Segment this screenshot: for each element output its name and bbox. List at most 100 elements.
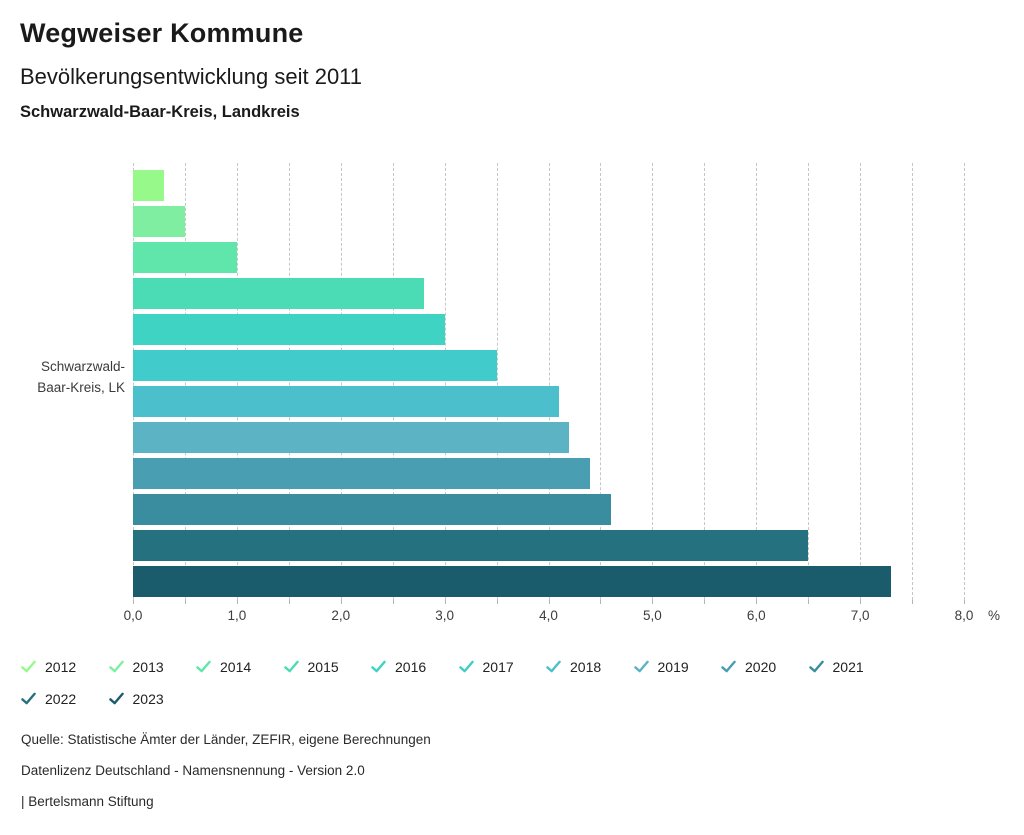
gridline xyxy=(236,163,238,600)
license-note: Datenlizenz Deutschland - Namensnennung … xyxy=(21,763,365,778)
x-axis-tick xyxy=(444,600,446,604)
bar-2023[interactable] xyxy=(133,566,892,597)
legend-item-2020[interactable]: 2020 xyxy=(721,657,809,676)
y-axis-category-label: Schwarzwald- Baar-Kreis, LK xyxy=(37,359,125,395)
legend: 2012 2013 2014 2015 2016 2017 2018 2019 2020 2021… xyxy=(21,657,907,708)
gridline xyxy=(392,163,394,600)
check-icon xyxy=(21,692,36,705)
x-axis-tick-label: 3,0 xyxy=(435,608,455,623)
x-axis-tick xyxy=(340,600,342,604)
check-icon xyxy=(196,660,211,673)
gridline xyxy=(288,163,290,600)
legend-year-label: 2021 xyxy=(832,658,864,675)
bar-2016[interactable] xyxy=(133,314,445,345)
gridline xyxy=(808,163,810,600)
gridline xyxy=(600,163,602,600)
x-axis: % 0,0 1,0 2,0 3,0 4,0 5,0 6,0 7,0 8,0 xyxy=(124,600,1000,630)
x-axis-tick-label: 4,0 xyxy=(539,608,558,623)
x-axis-tick xyxy=(600,600,602,604)
bar-2021[interactable] xyxy=(133,494,611,525)
check-icon xyxy=(721,660,736,673)
x-axis-tick-label: 0,0 xyxy=(123,608,143,623)
check-icon xyxy=(458,660,474,673)
x-axis-tick xyxy=(860,600,862,604)
x-axis-tick xyxy=(288,600,290,604)
gridline xyxy=(496,163,498,600)
source-note: Quelle: Statistische Ämter der Länder, Z… xyxy=(21,732,431,747)
check-icon xyxy=(21,660,36,673)
legend-year-label: 2023 xyxy=(132,690,164,707)
x-axis-tick xyxy=(184,600,186,604)
x-axis-tick-label: 6,0 xyxy=(746,608,766,623)
x-axis-tick xyxy=(912,600,914,604)
legend-item-2018[interactable]: 2018 xyxy=(546,657,634,676)
legend-year-label: 2016 xyxy=(395,658,427,675)
legend-item-2013[interactable]: 2013 xyxy=(108,657,197,676)
check-icon xyxy=(108,692,124,705)
legend-item-2014[interactable]: 2014 xyxy=(196,657,284,676)
gridline xyxy=(912,163,914,600)
legend-item-2017[interactable]: 2017 xyxy=(458,657,547,676)
legend-item-2023[interactable]: 2023 xyxy=(108,689,197,708)
bar-2020[interactable] xyxy=(133,458,591,489)
legend-item-2022[interactable]: 2022 xyxy=(21,689,109,708)
legend-year-label: 2014 xyxy=(220,658,252,675)
legend-item-2019[interactable]: 2019 xyxy=(633,657,722,676)
attribution-note: | Bertelsmann Stiftung xyxy=(21,794,154,809)
gridline xyxy=(340,163,342,600)
app-title: Wegweiser Kommune xyxy=(20,18,304,48)
x-axis-tick xyxy=(808,600,810,604)
x-axis-tick-label: 1,0 xyxy=(227,608,247,623)
legend-item-2016[interactable]: 2016 xyxy=(371,657,459,676)
x-axis-tick-label: 2,0 xyxy=(331,608,351,623)
gridline xyxy=(548,163,550,600)
footer: Quelle: Statistische Ämter der Länder, Z… xyxy=(21,732,431,825)
x-axis-tick xyxy=(756,600,758,604)
bar-2019[interactable] xyxy=(133,422,570,453)
check-icon xyxy=(808,660,824,673)
check-icon xyxy=(633,660,649,673)
x-axis-tick-label: 7,0 xyxy=(850,608,870,623)
region-title: Schwarzwald-Baar-Kreis, Landkreis xyxy=(20,103,300,121)
x-axis-tick xyxy=(496,600,498,604)
x-axis-tick-label: 5,0 xyxy=(642,608,662,623)
bar-2022[interactable] xyxy=(133,530,809,561)
bar-2017[interactable] xyxy=(133,350,497,381)
legend-item-2015[interactable]: 2015 xyxy=(283,657,372,676)
legend-item-2021[interactable]: 2021 xyxy=(808,657,897,676)
x-axis-tick xyxy=(392,600,394,604)
legend-year-label: 2013 xyxy=(132,658,164,675)
x-axis-unit-label: % xyxy=(987,608,1001,623)
gridline xyxy=(860,163,862,600)
bar-2013[interactable] xyxy=(133,206,185,237)
plot-area xyxy=(133,163,965,600)
check-icon xyxy=(546,660,561,673)
legend-item-2012[interactable]: 2012 xyxy=(21,657,109,676)
x-axis-tick xyxy=(548,600,550,604)
check-icon xyxy=(283,660,299,673)
legend-year-label: 2012 xyxy=(45,658,77,675)
bar-2014[interactable] xyxy=(133,242,237,273)
gridline xyxy=(704,163,706,600)
x-axis-tick-label: 8,0 xyxy=(954,608,974,623)
bar-2012[interactable] xyxy=(133,170,165,201)
legend-year-label: 2015 xyxy=(307,658,339,675)
bar-2015[interactable] xyxy=(133,278,424,309)
bar-2018[interactable] xyxy=(133,386,559,417)
x-axis-tick xyxy=(236,600,238,604)
legend-year-label: 2018 xyxy=(570,658,602,675)
legend-year-label: 2017 xyxy=(482,658,514,675)
gridline xyxy=(652,163,654,600)
x-axis-tick xyxy=(704,600,706,604)
chart-header: Wegweiser Kommune Bevölkerungsentwicklun… xyxy=(20,18,362,122)
legend-year-label: 2020 xyxy=(745,658,777,675)
x-axis-tick xyxy=(652,600,654,604)
gridline xyxy=(133,163,134,600)
check-icon xyxy=(371,660,386,673)
legend-year-label: 2022 xyxy=(45,690,77,707)
chart-title: Bevölkerungsentwicklung seit 2011 xyxy=(20,64,363,89)
gridline xyxy=(964,163,965,600)
gridline xyxy=(756,163,758,600)
bar-chart: Schwarzwald- Baar-Kreis, LK % 0,0 1,0 2,0 3… xyxy=(37,163,1000,630)
x-axis-tick xyxy=(133,600,134,604)
